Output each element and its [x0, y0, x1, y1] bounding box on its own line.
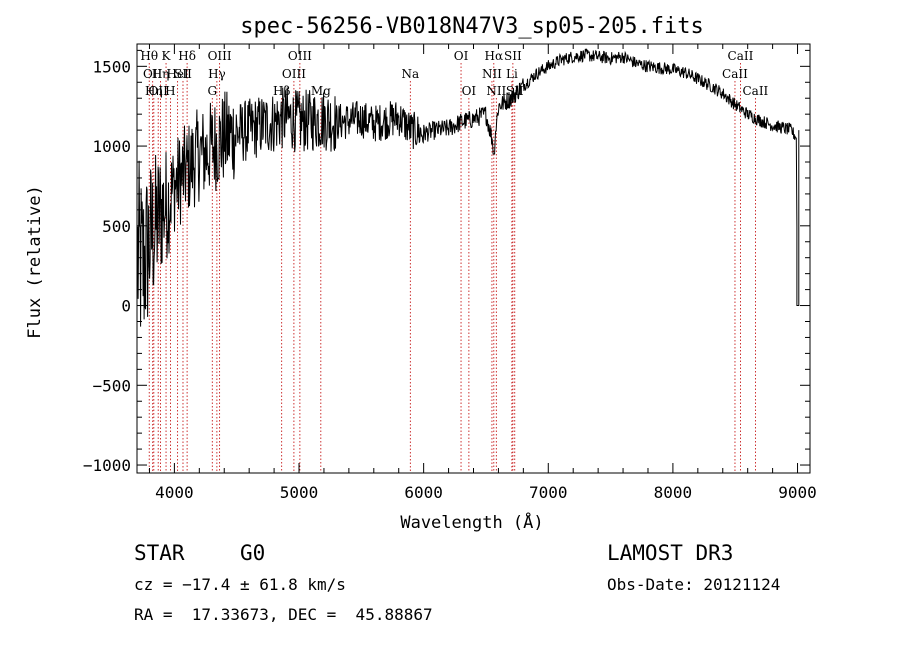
x-axis: 4000 5000 6000 7000 8000 9000 — [148, 44, 817, 502]
line-marker-label: Hη — [152, 67, 170, 81]
x-tick-label: 4000 — [155, 483, 194, 502]
line-marker-label: NII — [486, 84, 506, 98]
line-marker-label: H — [165, 84, 175, 98]
y-axis-label: Flux (relative) — [25, 185, 45, 339]
chart-title: spec-56256-VB018N47V3_sp05-205.fits — [240, 14, 704, 39]
line-marker-label: CaII — [742, 84, 768, 98]
line-marker-label: OIII — [282, 67, 306, 81]
spectrum-series-line — [137, 48, 800, 327]
observation-date: Obs-Date: 20121124 — [607, 575, 781, 594]
plot-frame — [136, 43, 811, 474]
x-tick-label: 6000 — [404, 483, 443, 502]
line-marker-label: Hγ — [208, 67, 226, 81]
x-tick-label: 8000 — [654, 483, 693, 502]
line-marker-label: Mg — [311, 84, 331, 98]
line-marker-label: SII — [174, 67, 192, 81]
line-marker-label: G — [207, 84, 217, 98]
object-class: STAR — [134, 541, 185, 565]
y-tick-label: −1000 — [83, 456, 131, 475]
x-tick-label: 7000 — [529, 483, 568, 502]
line-marker-label: SII — [504, 49, 522, 63]
line-marker-label: OI — [462, 84, 477, 98]
line-marker-label: HeI — [166, 67, 189, 81]
line-marker-label: NII — [482, 67, 502, 81]
survey-name: LAMOST DR3 — [607, 541, 734, 565]
y-tick-label: 1500 — [92, 57, 131, 76]
line-marker-label: OII — [143, 67, 163, 81]
line-marker-label: Na — [401, 67, 419, 81]
line-marker-label: K — [162, 49, 172, 63]
coordinates: RA = 17.33673, DEC = 45.88867 — [134, 605, 433, 624]
line-marker-label: CaII — [722, 67, 748, 81]
line-marker-label: OIII — [208, 49, 232, 63]
x-axis-label: Wavelength (Å) — [400, 511, 543, 533]
line-marker-label: CaII — [728, 49, 754, 63]
y-tick-label: 1000 — [92, 137, 131, 156]
line-marker-label: Hα — [485, 49, 504, 63]
y-tick-label: −500 — [92, 376, 131, 395]
y-tick-label: 500 — [102, 217, 131, 236]
line-marker-label: Hη — [145, 84, 163, 98]
spectral-line-markers — [148, 63, 756, 473]
line-marker-label: Hθ — [140, 49, 158, 63]
object-subclass: G0 — [240, 541, 266, 565]
spectral-line-labels: HθOIIHηOIIHηKHHeISIIHδGHγOIIIHβOIIIOIIIM… — [140, 49, 768, 98]
line-marker-label: OII — [149, 84, 169, 98]
line-marker-label: OIII — [288, 49, 312, 63]
x-tick-label: 9000 — [778, 483, 817, 502]
y-axis: −1000 −500 0 500 1000 1500 — [83, 49, 810, 475]
redshift-cz: cz = −17.4 ± 61.8 km/s — [134, 575, 346, 594]
x-tick-label: 5000 — [280, 483, 319, 502]
line-marker-label: Hδ — [178, 49, 196, 63]
line-marker-label: OI — [454, 49, 469, 63]
y-tick-label: 0 — [121, 297, 131, 316]
line-marker-label: Li — [506, 67, 518, 81]
